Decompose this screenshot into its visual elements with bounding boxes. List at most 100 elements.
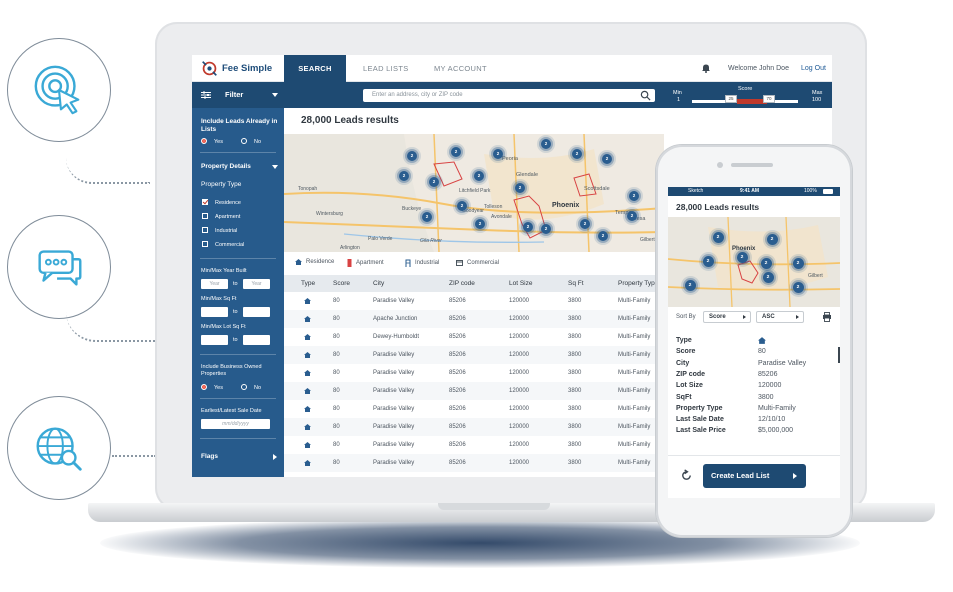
bell-icon[interactable] <box>701 63 711 73</box>
residence-checkbox[interactable] <box>202 199 208 205</box>
tab-lead-lists[interactable]: LEAD LISTS <box>363 64 409 73</box>
sqft-label: Min/Max Sq Ft <box>201 296 237 302</box>
col-sqft[interactable]: Sq Ft <box>568 280 584 287</box>
refresh-icon[interactable] <box>680 469 693 482</box>
map-place-label: Phoenix <box>552 202 580 209</box>
cell-ptype: Multi-Family <box>618 424 651 430</box>
map-place-label: Avondale <box>491 214 512 220</box>
include-leads-yes-radio[interactable] <box>201 138 207 144</box>
col-city[interactable]: City <box>373 280 385 287</box>
caret-right-icon <box>743 315 746 319</box>
sqft-max-input[interactable] <box>243 307 270 317</box>
map-place-label: Peoria <box>502 156 518 162</box>
lot-min-input[interactable] <box>201 335 228 345</box>
map-cluster-marker[interactable]: 2 <box>712 231 724 243</box>
apartment-checkbox[interactable] <box>202 213 208 219</box>
apartment-label: Apartment <box>215 214 241 220</box>
cell-lot: 120000 <box>509 334 530 340</box>
map-cluster-marker[interactable]: 2 <box>736 251 748 263</box>
legend-industrial[interactable]: Industrial <box>405 259 439 267</box>
score-slider-range[interactable] <box>737 99 767 104</box>
map-cluster-marker[interactable]: 2 <box>598 231 608 241</box>
detail-value: 85206 <box>758 370 778 378</box>
col-zip[interactable]: ZIP code <box>449 280 475 287</box>
include-leads-no-radio[interactable] <box>241 138 247 144</box>
print-icon[interactable] <box>822 312 832 322</box>
map-cluster-marker[interactable]: 2 <box>422 212 432 222</box>
industrial-checkbox[interactable] <box>202 227 208 233</box>
sort-order-select[interactable]: ASC <box>756 311 804 323</box>
year-max-input[interactable]: Year <box>243 279 270 289</box>
col-type[interactable]: Type <box>301 280 316 287</box>
lot-max-input[interactable] <box>243 335 270 345</box>
cell-zip: 85206 <box>449 352 466 358</box>
sqft-min-input[interactable] <box>201 307 228 317</box>
map-cluster-marker[interactable]: 2 <box>493 149 503 159</box>
map-cluster-marker[interactable]: 2 <box>602 154 612 164</box>
flags-header[interactable]: Flags <box>201 453 218 460</box>
legend-apartment[interactable]: Apartment <box>347 259 384 267</box>
tab-search[interactable]: SEARCH <box>284 55 346 82</box>
map-cluster-marker[interactable]: 2 <box>766 233 778 245</box>
map-cluster-marker[interactable]: 2 <box>457 201 467 211</box>
commercial-checkbox[interactable] <box>202 241 208 247</box>
map-cluster-marker[interactable]: 2 <box>792 281 804 293</box>
map-cluster-marker[interactable]: 2 <box>399 171 409 181</box>
map-cluster-marker[interactable]: 2 <box>523 222 533 232</box>
legend-commercial-label: Commercial <box>467 259 500 266</box>
table-row[interactable]: 80 Dewey-Humboldt 85206 120000 3800 Multi-Fam… <box>284 328 832 346</box>
legend-commercial[interactable]: Commercial <box>456 259 499 266</box>
search-icon[interactable] <box>640 90 651 101</box>
business-owned-yes-radio[interactable] <box>201 384 207 390</box>
col-score[interactable]: Score <box>333 280 350 287</box>
map-cluster-marker[interactable]: 2 <box>541 224 551 234</box>
map-cluster-marker[interactable]: 2 <box>792 257 804 269</box>
map-cluster-marker[interactable]: 2 <box>684 279 696 291</box>
table-row[interactable]: 80 Paradise Valley 85206 120000 3800 Multi-Fa… <box>284 364 832 382</box>
table-row[interactable]: 80 Paradise Valley 85206 120000 3800 Multi-Fa… <box>284 400 832 418</box>
map-cluster-marker[interactable]: 2 <box>475 219 485 229</box>
map-view[interactable]: Peoria Glendale Scottsdale Phoenix Tempe… <box>284 134 664 252</box>
map-cluster-marker[interactable]: 2 <box>702 255 714 267</box>
table-row[interactable]: 80 Paradise Valley 85206 120000 3800 Multi-Fa… <box>284 436 832 454</box>
map-cluster-marker[interactable]: 2 <box>762 271 774 283</box>
cell-score: 80 <box>333 316 340 322</box>
map-cluster-marker[interactable]: 2 <box>629 191 639 201</box>
business-owned-no-radio[interactable] <box>241 384 247 390</box>
map-cluster-marker[interactable]: 2 <box>627 211 637 221</box>
logo[interactable]: Fee Simple <box>192 55 284 82</box>
property-details-header[interactable]: Property Details <box>201 163 251 170</box>
cell-ptype: Multi-Family <box>618 298 651 304</box>
map-cluster-marker[interactable]: 2 <box>515 183 525 193</box>
year-min-input[interactable]: Year <box>201 279 228 289</box>
map-cluster-marker[interactable]: 2 <box>407 151 417 161</box>
chevron-down-icon <box>272 165 278 169</box>
phone-scrollbar[interactable] <box>838 347 840 363</box>
map-cluster-marker[interactable]: 2 <box>760 257 772 269</box>
sort-field-select[interactable]: Score <box>703 311 751 323</box>
legend-industrial-label: Industrial <box>415 260 440 266</box>
table-row[interactable]: 80 Paradise Valley 85206 120000 3800 Multi-Fa… <box>284 292 832 310</box>
col-lot-size[interactable]: Lot Size <box>509 280 533 287</box>
tab-my-account[interactable]: MY ACCOUNT <box>434 64 487 73</box>
create-lead-list-button[interactable]: Create Lead List <box>703 464 806 488</box>
logout-link[interactable]: Log Out <box>801 65 826 72</box>
map-cluster-marker[interactable]: 2 <box>541 139 551 149</box>
filter-header[interactable]: Filter <box>192 82 284 108</box>
filter-sidebar: Filter Include Leads Already in Lists Ye… <box>192 82 284 477</box>
sale-date-input[interactable]: mm/dd/yyyy <box>201 419 270 429</box>
map-cluster-marker[interactable]: 2 <box>429 177 439 187</box>
search-input[interactable]: Enter an address, city or ZIP code <box>363 89 655 102</box>
map-cluster-marker[interactable]: 2 <box>580 219 590 229</box>
col-property-type[interactable]: Property Typ <box>618 280 655 287</box>
score-low-handle[interactable]: 25 <box>725 95 737 103</box>
cell-lot: 120000 <box>509 352 530 358</box>
map-cluster-marker[interactable]: 2 <box>474 171 484 181</box>
cell-sqft: 3800 <box>568 460 582 466</box>
map-cluster-marker[interactable]: 2 <box>572 149 582 159</box>
legend-residence[interactable]: Residence <box>295 259 334 265</box>
map-cluster-marker[interactable]: 2 <box>451 147 461 157</box>
score-high-handle[interactable]: 70 <box>763 95 775 103</box>
map-place-label: Buckeye <box>402 206 422 212</box>
